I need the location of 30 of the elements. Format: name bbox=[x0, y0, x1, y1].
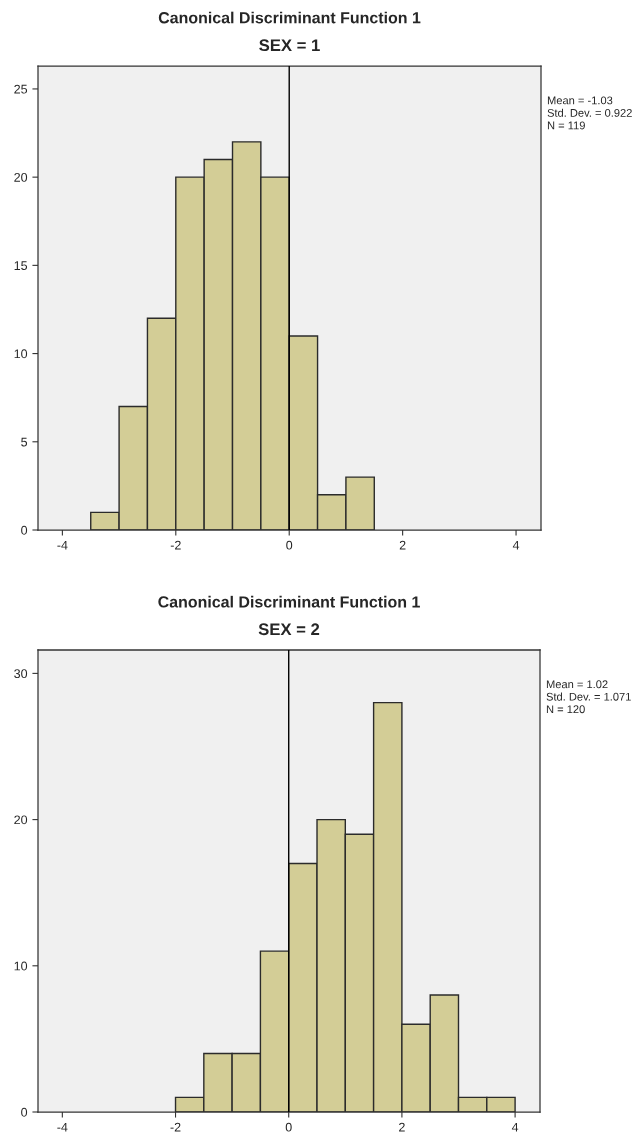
x-tick-label: 0 bbox=[285, 1122, 292, 1132]
x-tick-label: 0 bbox=[286, 540, 293, 550]
x-tick-label: 4 bbox=[512, 540, 520, 550]
x-tick-label: -2 bbox=[170, 540, 181, 550]
chart-title: Canonical Discriminant Function 1 bbox=[158, 595, 420, 608]
text: Mean = 1.02 bbox=[546, 680, 608, 689]
text: N = 120 bbox=[546, 705, 585, 714]
y-tick-label: 30 bbox=[14, 669, 28, 679]
text: Mean = -1.03 bbox=[547, 96, 613, 105]
y-tick-label: 20 bbox=[14, 172, 28, 182]
text: Std. Dev. = 0.922 bbox=[547, 108, 632, 117]
x-tick-label: -2 bbox=[170, 1122, 181, 1132]
x-tick-label: 2 bbox=[399, 1122, 405, 1132]
y-tick-label: 10 bbox=[14, 961, 28, 971]
x-tick-label: 4 bbox=[511, 1122, 519, 1132]
x-tick-label: -4 bbox=[57, 1122, 68, 1132]
y-tick-label: 0 bbox=[21, 1107, 28, 1117]
chart-subtitle: SEX = 2 bbox=[258, 623, 320, 636]
y-tick-label: 10 bbox=[14, 349, 28, 359]
y-tick-label: 5 bbox=[21, 437, 28, 447]
text: N = 119 bbox=[547, 121, 585, 130]
y-tick-label: 20 bbox=[14, 815, 28, 825]
chart-subtitle: SEX = 1 bbox=[259, 39, 320, 52]
y-tick-label: 15 bbox=[14, 261, 28, 271]
y-tick-label: 0 bbox=[21, 525, 28, 535]
text: Std. Dev. = 1.071 bbox=[546, 692, 631, 701]
x-tick-label: 2 bbox=[399, 540, 406, 550]
chart-title: Canonical Discriminant Function 1 bbox=[158, 11, 421, 24]
y-tick-label: 25 bbox=[14, 84, 28, 94]
x-tick-label: -4 bbox=[57, 540, 68, 550]
